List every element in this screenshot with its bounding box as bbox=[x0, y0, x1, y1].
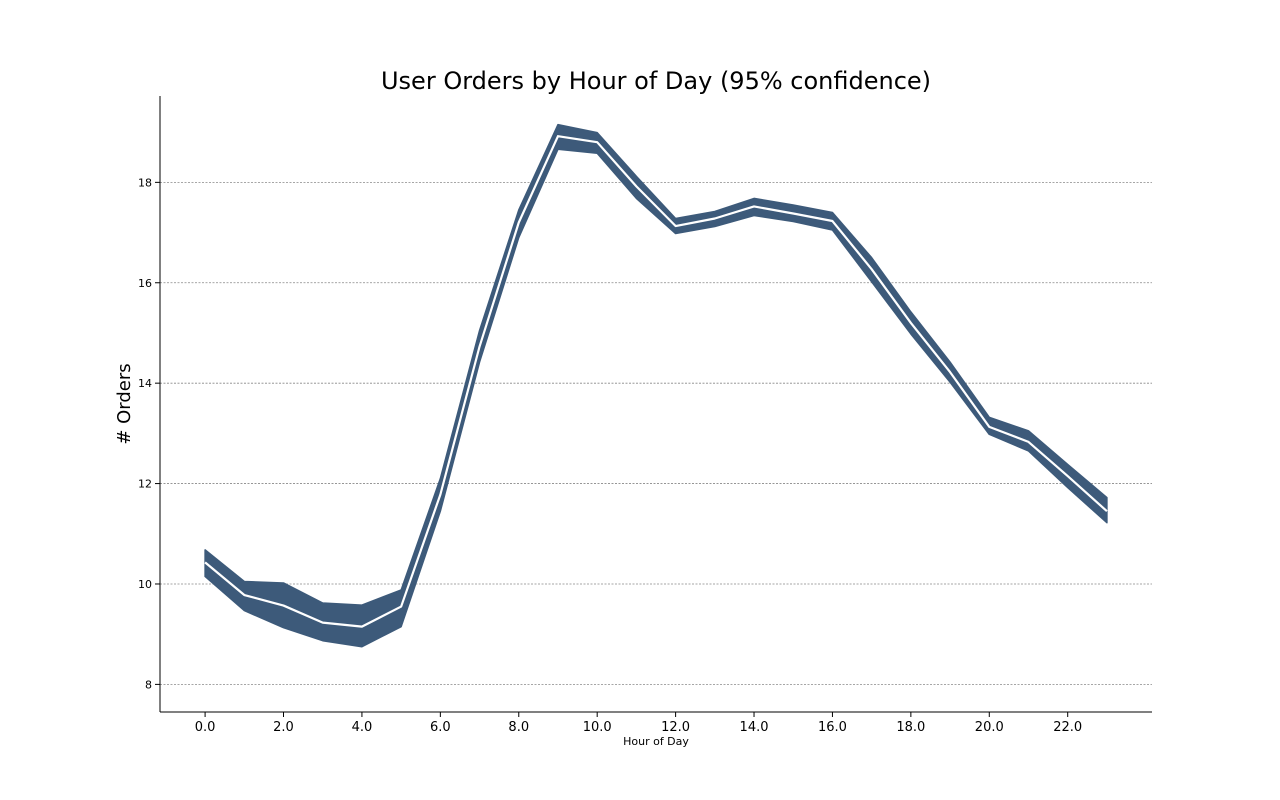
x-tick-label: 6.0 bbox=[430, 720, 451, 735]
y-tick-label: 16 bbox=[138, 277, 152, 290]
x-ticks: 0.0 2.0 4.0 6.0 8.0 10.0 12.0 14.0 16.0 18.0 20.0 2… bbox=[195, 712, 1082, 735]
y-tick-label: 10 bbox=[138, 578, 152, 591]
y-ticks: 8 10 12 14 16 18 bbox=[138, 176, 160, 691]
y-tick-label: 8 bbox=[145, 678, 152, 691]
mean-line-series bbox=[204, 135, 1108, 628]
confidence-band-area bbox=[204, 123, 1108, 648]
y-tick-label: 12 bbox=[138, 478, 152, 491]
y-axis-label: # Orders bbox=[114, 363, 135, 444]
x-axis-label: Hour of Day bbox=[623, 735, 689, 748]
confidence-band bbox=[204, 123, 1108, 648]
x-tick-label: 22.0 bbox=[1053, 720, 1082, 735]
x-tick-label: 10.0 bbox=[583, 720, 612, 735]
y-tick-label: 18 bbox=[138, 176, 152, 189]
x-tick-label: 8.0 bbox=[508, 720, 529, 735]
x-tick-label: 18.0 bbox=[896, 720, 925, 735]
grid-lines bbox=[160, 181, 1152, 685]
x-tick-label: 2.0 bbox=[273, 720, 294, 735]
x-tick-label: 4.0 bbox=[352, 720, 373, 735]
x-tick-label: 20.0 bbox=[975, 720, 1004, 735]
chart-title: User Orders by Hour of Day (95% confiden… bbox=[381, 67, 931, 95]
mean-line bbox=[204, 135, 1108, 628]
x-tick-label: 16.0 bbox=[818, 720, 847, 735]
x-tick-label: 14.0 bbox=[740, 720, 769, 735]
x-tick-label: 0.0 bbox=[195, 720, 216, 735]
y-tick-label: 14 bbox=[138, 377, 152, 390]
x-tick-label: 12.0 bbox=[661, 720, 690, 735]
axes bbox=[159, 96, 1152, 713]
